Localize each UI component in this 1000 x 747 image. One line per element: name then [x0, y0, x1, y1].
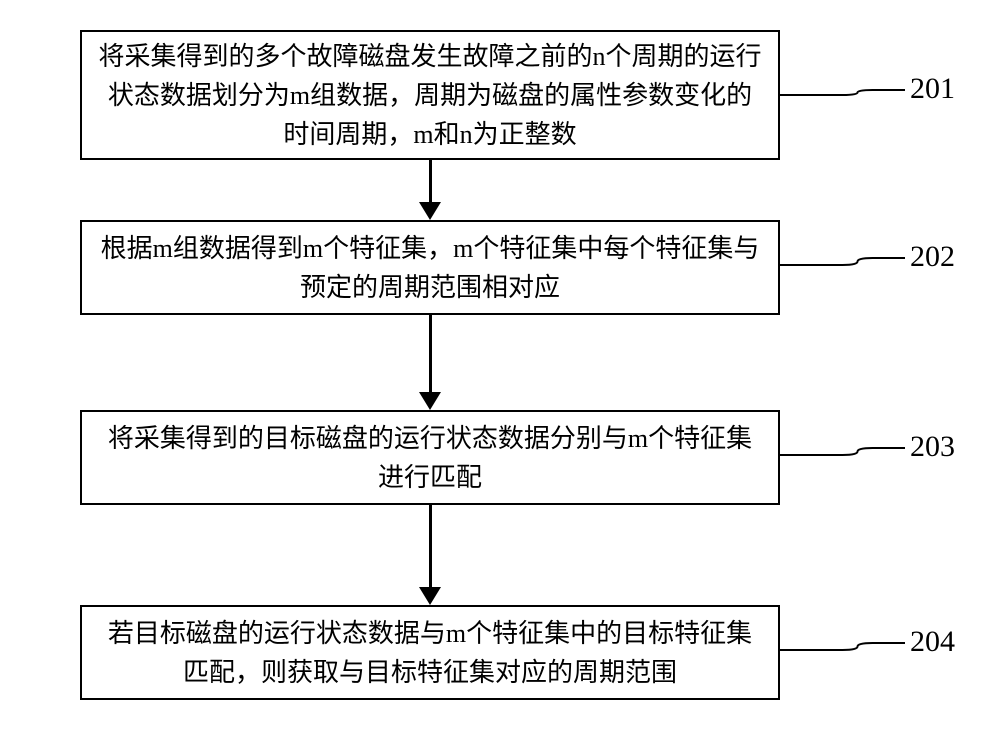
step-203-leader — [775, 428, 910, 475]
step-203-text: 将采集得到的目标磁盘的运行状态数据分别与m个特征集进行匹配 — [98, 419, 762, 497]
arrow-1-2-head — [419, 202, 441, 220]
step-203: 将采集得到的目标磁盘的运行状态数据分别与m个特征集进行匹配 — [80, 410, 780, 505]
step-204-leader — [775, 623, 910, 670]
arrow-2-3-head — [419, 392, 441, 410]
step-201-text: 将采集得到的多个故障磁盘发生故障之前的n个周期的运行状态数据划分为m组数据，周期… — [98, 37, 762, 154]
step-201: 将采集得到的多个故障磁盘发生故障之前的n个周期的运行状态数据划分为m组数据，周期… — [80, 30, 780, 160]
step-203-label: 203 — [910, 430, 955, 464]
flowchart-canvas: 将采集得到的多个故障磁盘发生故障之前的n个周期的运行状态数据划分为m组数据，周期… — [0, 0, 1000, 747]
arrow-3-4-head — [419, 587, 441, 605]
arrow-3-4-line — [429, 505, 432, 587]
step-204-label: 204 — [910, 625, 955, 659]
arrow-1-2-line — [429, 160, 432, 202]
step-201-label: 201 — [910, 72, 955, 106]
step-202: 根据m组数据得到m个特征集，m个特征集中每个特征集与预定的周期范围相对应 — [80, 220, 780, 315]
arrow-2-3-line — [429, 315, 432, 392]
step-202-text: 根据m组数据得到m个特征集，m个特征集中每个特征集与预定的周期范围相对应 — [98, 229, 762, 307]
step-202-leader — [775, 238, 910, 285]
step-204-text: 若目标磁盘的运行状态数据与m个特征集中的目标特征集匹配，则获取与目标特征集对应的… — [98, 614, 762, 692]
step-201-leader — [775, 70, 910, 115]
step-204: 若目标磁盘的运行状态数据与m个特征集中的目标特征集匹配，则获取与目标特征集对应的… — [80, 605, 780, 700]
step-202-label: 202 — [910, 240, 955, 274]
